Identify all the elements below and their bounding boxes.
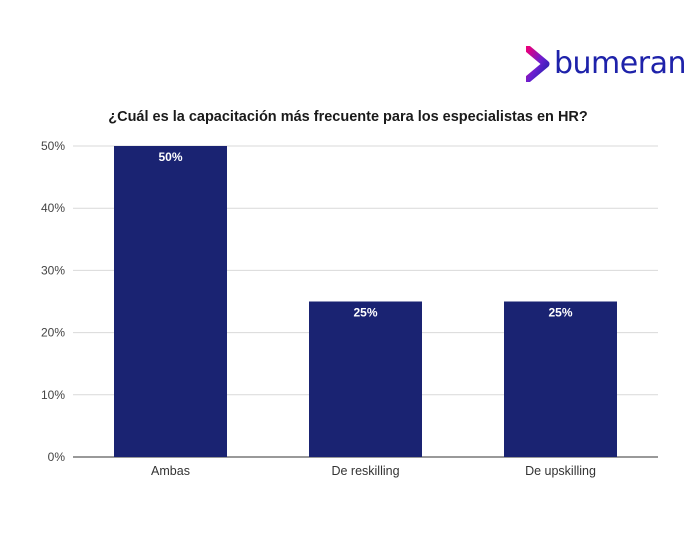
x-tick-label: De upskilling [525,464,596,478]
bar [309,301,422,457]
y-tick-label: 40% [41,201,65,215]
bumeran-logo: bumeran [526,44,686,84]
bar [504,301,617,457]
logo-text: bumeran [554,46,686,81]
y-tick-label: 10% [41,388,65,402]
bar-value-label: 25% [353,306,377,320]
bar-value-label: 50% [158,150,182,164]
chart-title: ¿Cuál es la capacitación más frecuente p… [108,109,588,125]
y-tick-label: 50% [41,139,65,153]
y-tick-label: 0% [48,450,66,464]
y-tick-label: 30% [41,263,65,277]
chevron-logo-icon [526,46,550,82]
y-tick-label: 20% [41,326,65,340]
bar-value-label: 25% [548,306,572,320]
x-tick-label: De reskilling [331,464,399,478]
bar [114,146,227,457]
x-tick-label: Ambas [151,464,190,478]
